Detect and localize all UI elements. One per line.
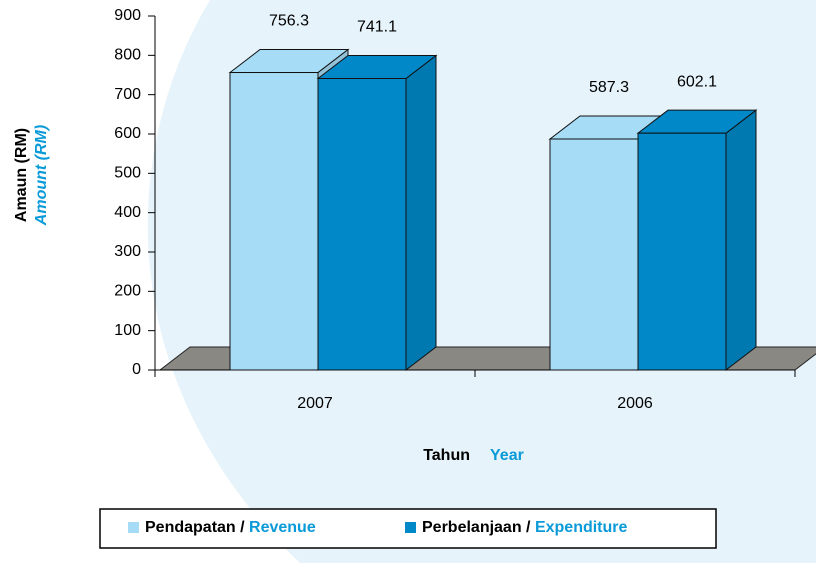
x-axis-label: Year — [490, 447, 524, 464]
legend-label: Pendapatan / Revenue — [145, 519, 316, 536]
x-axis-label: Tahun — [423, 447, 470, 464]
y-tick-label: 700 — [114, 86, 141, 103]
y-tick-label: 400 — [114, 204, 141, 221]
background-curve — [0, 0, 300, 563]
bar — [317, 78, 407, 371]
x-tick-label: 2007 — [297, 395, 333, 412]
bar — [637, 132, 727, 371]
bar — [549, 138, 639, 371]
y-axis-label: Amaun (RM) — [13, 128, 30, 222]
legend-label: Perbelanjaan / Expenditure — [422, 519, 628, 536]
value-label: 602.1 — [677, 73, 717, 90]
y-tick-label: 500 — [114, 165, 141, 182]
y-axis-label: Amount (RM) — [33, 125, 50, 226]
y-tick-label: 300 — [114, 243, 141, 260]
y-tick-label: 800 — [114, 47, 141, 64]
y-tick-label: 200 — [114, 283, 141, 300]
value-label: 741.1 — [357, 19, 397, 36]
value-label: 587.3 — [589, 79, 629, 96]
bar-side — [725, 109, 757, 372]
x-tick-label: 2006 — [617, 395, 653, 412]
value-label: 756.3 — [269, 13, 309, 30]
y-tick-label: 900 — [114, 7, 141, 24]
y-tick-label: 600 — [114, 125, 141, 142]
y-tick-label: 100 — [114, 322, 141, 339]
bar — [229, 72, 319, 371]
bar-side — [405, 54, 437, 372]
legend-swatch — [405, 522, 416, 533]
y-tick-label: 0 — [132, 361, 141, 378]
legend-swatch — [128, 522, 139, 533]
